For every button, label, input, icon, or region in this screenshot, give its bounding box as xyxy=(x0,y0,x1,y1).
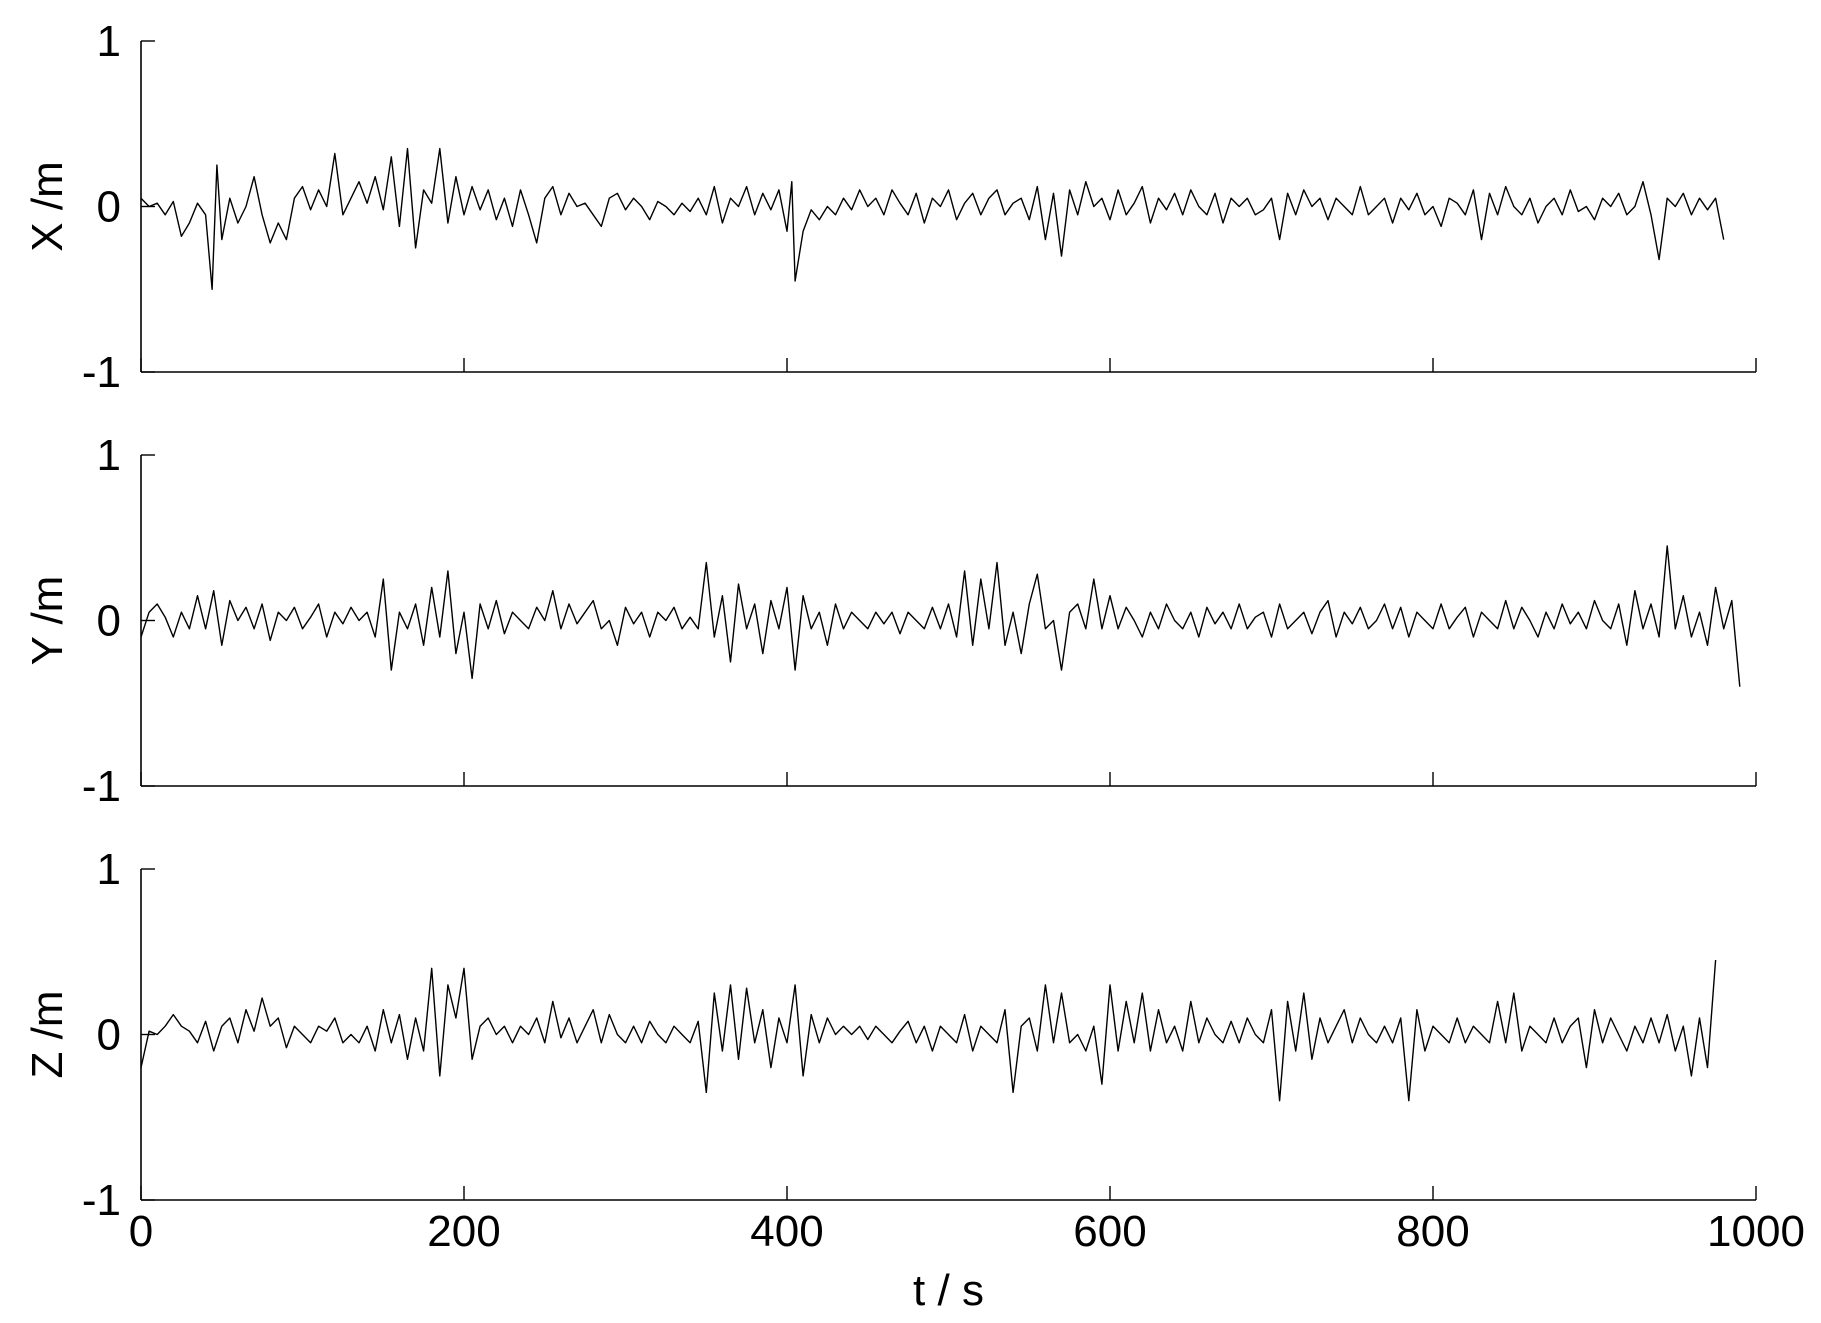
y-tick-label: -1 xyxy=(82,762,121,811)
x-tick-label: 1000 xyxy=(1707,1207,1805,1256)
y-tick-label: 1 xyxy=(97,17,121,66)
subplot-x: -1 0 1 X /m xyxy=(23,17,1757,397)
y-axis-label-x: X /m xyxy=(23,161,72,251)
y-axis-label-y: Y /m xyxy=(23,576,72,666)
y-tick-label: 0 xyxy=(97,597,121,646)
y-tick-label: 1 xyxy=(97,845,121,894)
x-tick-label: 400 xyxy=(750,1207,823,1256)
x-tick-label: 0 xyxy=(129,1207,153,1256)
y-tick-label: -1 xyxy=(82,348,121,397)
x-tick-label: 200 xyxy=(427,1207,500,1256)
y-tick-label: 1 xyxy=(97,431,121,480)
series-line-y xyxy=(140,545,1741,687)
subplot-y: -1 0 1 Y /m xyxy=(23,431,1757,811)
y-tick-label: 0 xyxy=(97,1011,121,1060)
x-axis-label: t / s xyxy=(913,1266,984,1315)
y-tick-label: 0 xyxy=(97,183,121,232)
x-tick-label: 600 xyxy=(1073,1207,1146,1256)
y-axis-label-z: Z /m xyxy=(23,991,72,1079)
y-tick-label: -1 xyxy=(82,1176,121,1225)
x-tick-label: 800 xyxy=(1396,1207,1469,1256)
series-line-x xyxy=(140,147,1725,290)
series-line-z xyxy=(140,959,1717,1102)
